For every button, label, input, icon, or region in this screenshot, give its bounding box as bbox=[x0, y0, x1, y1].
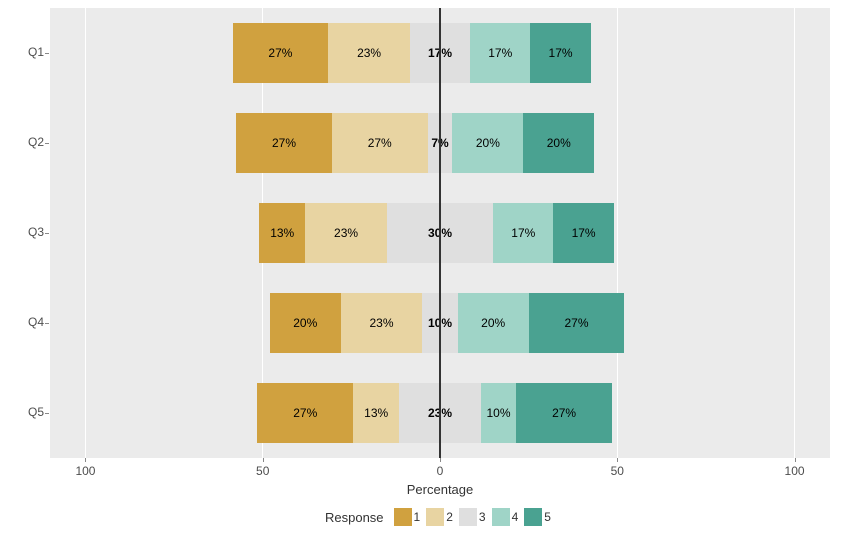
segment-label: 20% bbox=[481, 316, 505, 330]
bar-segment-level-2: 27% bbox=[332, 113, 428, 173]
legend-label: 4 bbox=[512, 510, 519, 524]
y-tick bbox=[45, 233, 49, 234]
legend-title: Response bbox=[325, 510, 384, 525]
likert-diverging-chart: 17%17%17%23%27%7%20%20%27%27%30%17%17%23… bbox=[0, 0, 861, 537]
bar-segment-level-1: 13% bbox=[259, 203, 305, 263]
bar-segment-level-5: 20% bbox=[523, 113, 594, 173]
legend-swatch bbox=[459, 508, 477, 526]
legend-item: 3 bbox=[459, 508, 486, 526]
segment-label: 17% bbox=[488, 46, 512, 60]
bar-segment-level-5: 17% bbox=[530, 23, 590, 83]
bar-segment-level-1: 20% bbox=[270, 293, 341, 353]
bar-segment-level-4: 20% bbox=[452, 113, 523, 173]
segment-label: 27% bbox=[268, 46, 292, 60]
legend-swatch bbox=[492, 508, 510, 526]
bar-segment-level-5: 27% bbox=[529, 293, 625, 353]
bar-segment-level-1: 27% bbox=[257, 383, 353, 443]
legend-swatch bbox=[524, 508, 542, 526]
legend: Response 1 2 3 4 5 bbox=[50, 508, 830, 526]
legend-swatch bbox=[394, 508, 412, 526]
legend-swatch bbox=[426, 508, 444, 526]
segment-label: 23% bbox=[369, 316, 393, 330]
segment-label: 23% bbox=[334, 226, 358, 240]
segment-label: 20% bbox=[293, 316, 317, 330]
y-tick bbox=[45, 413, 49, 414]
x-axis-label: 100 bbox=[785, 464, 805, 478]
x-axis-title: Percentage bbox=[50, 482, 830, 497]
segment-label: 27% bbox=[272, 136, 296, 150]
bar-segment-level-2: 23% bbox=[341, 293, 423, 353]
x-axis-label: 100 bbox=[75, 464, 95, 478]
bar-segment-level-2: 23% bbox=[305, 203, 387, 263]
x-tick bbox=[85, 458, 86, 462]
segment-label: 17% bbox=[511, 226, 535, 240]
bar-segment-level-1: 27% bbox=[233, 23, 329, 83]
y-tick bbox=[45, 53, 49, 54]
y-tick bbox=[45, 323, 49, 324]
legend-label: 2 bbox=[446, 510, 453, 524]
legend-label: 3 bbox=[479, 510, 486, 524]
segment-label: 13% bbox=[364, 406, 388, 420]
legend-item: 1 bbox=[394, 508, 421, 526]
bar-segment-level-4: 17% bbox=[470, 23, 530, 83]
x-axis-label: 0 bbox=[437, 464, 444, 478]
y-axis-label: Q1 bbox=[0, 45, 44, 59]
segment-label: 27% bbox=[564, 316, 588, 330]
segment-label: 27% bbox=[293, 406, 317, 420]
segment-label: 27% bbox=[368, 136, 392, 150]
y-axis-label: Q4 bbox=[0, 315, 44, 329]
segment-label: 20% bbox=[476, 136, 500, 150]
bar-segment-level-2: 13% bbox=[353, 383, 399, 443]
segment-label: 27% bbox=[552, 406, 576, 420]
legend-item: 2 bbox=[426, 508, 453, 526]
plot-area: 17%17%17%23%27%7%20%20%27%27%30%17%17%23… bbox=[50, 8, 830, 458]
legend-label: 1 bbox=[414, 510, 421, 524]
bar-segment-level-2: 23% bbox=[328, 23, 410, 83]
x-tick bbox=[440, 458, 441, 462]
center-line bbox=[439, 8, 441, 458]
y-axis-label: Q3 bbox=[0, 225, 44, 239]
x-tick bbox=[263, 458, 264, 462]
bar-segment-level-4: 10% bbox=[481, 383, 516, 443]
segment-label: 23% bbox=[357, 46, 381, 60]
x-axis-label: 50 bbox=[256, 464, 269, 478]
bar-segment-level-5: 27% bbox=[516, 383, 612, 443]
bar-segment-level-4: 20% bbox=[458, 293, 529, 353]
legend-label: 5 bbox=[544, 510, 551, 524]
x-tick bbox=[795, 458, 796, 462]
y-tick bbox=[45, 143, 49, 144]
segment-label: 20% bbox=[547, 136, 571, 150]
segment-label: 17% bbox=[549, 46, 573, 60]
legend-item: 5 bbox=[524, 508, 551, 526]
x-axis-label: 50 bbox=[611, 464, 624, 478]
y-axis-label: Q2 bbox=[0, 135, 44, 149]
segment-label: 17% bbox=[572, 226, 596, 240]
segment-label: 10% bbox=[486, 406, 510, 420]
bar-segment-level-5: 17% bbox=[553, 203, 613, 263]
legend-item: 4 bbox=[492, 508, 519, 526]
x-tick bbox=[617, 458, 618, 462]
bar-segment-level-4: 17% bbox=[493, 203, 553, 263]
y-axis-label: Q5 bbox=[0, 405, 44, 419]
segment-label: 13% bbox=[270, 226, 294, 240]
bar-segment-level-1: 27% bbox=[236, 113, 332, 173]
